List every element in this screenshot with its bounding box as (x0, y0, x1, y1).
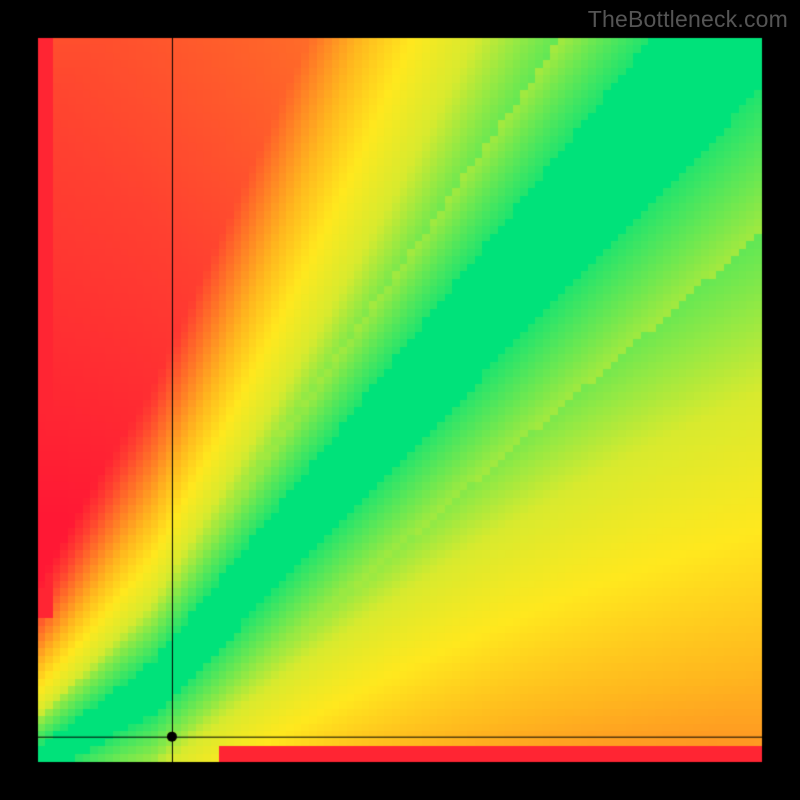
chart-root: TheBottleneck.com (0, 0, 800, 800)
heatmap-canvas (0, 0, 800, 800)
watermark-text: TheBottleneck.com (588, 6, 788, 33)
